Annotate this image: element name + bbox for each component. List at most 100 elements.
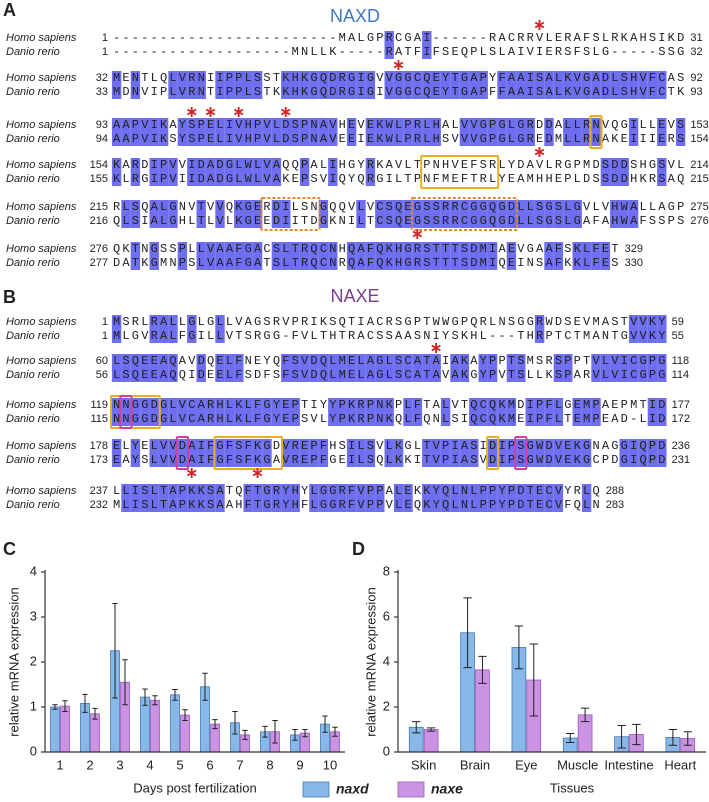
species-label: Danio rerio (6, 499, 60, 511)
identity-highlight (403, 242, 413, 270)
panel-label: D (352, 539, 365, 559)
identity-highlight (205, 439, 216, 467)
identity-highlight (234, 439, 244, 467)
identity-highlight (234, 354, 244, 382)
identity-highlight (422, 200, 432, 228)
identity-highlight (215, 158, 225, 186)
x-tick-label: 1 (56, 757, 63, 772)
identity-highlight (469, 484, 479, 512)
identity-highlight (450, 71, 460, 99)
start-position: 277 (90, 257, 108, 269)
identity-highlight (224, 242, 235, 270)
identity-highlight (431, 484, 441, 512)
identity-highlight (177, 439, 188, 467)
identity-highlight (431, 439, 441, 467)
identity-highlight (149, 354, 159, 382)
identity-highlight (346, 71, 357, 99)
identity-highlight (450, 484, 460, 512)
species-label: Danio rerio (6, 330, 60, 342)
identity-highlight (215, 118, 225, 146)
species-label: Danio rerio (6, 86, 60, 98)
species-label: Homo sapiens (6, 316, 77, 328)
identity-highlight (581, 439, 592, 467)
identity-highlight (262, 439, 272, 467)
identity-highlight (328, 354, 338, 382)
y-tick-label: 3 (30, 608, 37, 623)
identity-highlight (158, 354, 169, 382)
identity-highlight (252, 439, 263, 467)
identity-highlight (525, 398, 535, 426)
end-position: 172 (672, 413, 690, 425)
x-tick-label: 9 (296, 757, 303, 772)
identity-highlight (252, 242, 263, 270)
identity-highlight (657, 398, 667, 426)
identity-highlight (450, 242, 460, 270)
identity-highlight (328, 118, 338, 146)
identity-highlight (196, 158, 206, 186)
identity-highlight (403, 398, 413, 426)
identity-highlight (440, 71, 451, 99)
identity-highlight (121, 398, 131, 426)
alignment-title: NAXE (330, 286, 379, 306)
motif-box (514, 436, 528, 470)
identity-highlight (478, 118, 488, 146)
identity-highlight (309, 71, 319, 99)
identity-highlight (215, 484, 225, 512)
species-label: Homo sapiens (6, 72, 77, 84)
identity-highlight (234, 118, 244, 146)
identity-highlight (534, 315, 545, 343)
y-tick-label: 4 (30, 563, 37, 578)
sequence: RLSQALGNVTVVQKGERDILSNGQQVLVCSQEGSSRRCGG… (113, 200, 686, 214)
identity-highlight (252, 200, 263, 228)
identity-highlight (215, 71, 225, 99)
identity-highlight (525, 484, 535, 512)
identity-highlight (309, 118, 319, 146)
legend-label: naxd (336, 781, 369, 797)
identity-highlight (506, 354, 517, 382)
identity-highlight (365, 398, 376, 426)
identity-highlight (478, 398, 488, 426)
sequence: MSRLRALLGLGLLVAGSRVPRIKSQTIACRSGPTWWGPQR… (113, 315, 668, 329)
identity-highlight (299, 118, 310, 146)
error-bar (232, 711, 238, 735)
x-tick-label: 6 (206, 757, 213, 772)
identity-highlight (224, 354, 235, 382)
x-tick-label: 8 (266, 757, 273, 772)
identity-highlight (638, 439, 648, 467)
identity-highlight (271, 200, 282, 228)
end-position: 177 (672, 399, 690, 411)
identity-highlight (657, 315, 667, 343)
identity-highlight (619, 158, 629, 186)
motif-box (420, 155, 500, 189)
identity-highlight (478, 242, 488, 270)
species-label: Homo sapiens (6, 355, 77, 367)
identity-highlight (281, 242, 291, 270)
identity-highlight (487, 200, 498, 228)
legend-label: naxe (431, 781, 463, 797)
end-position: 153 (690, 119, 708, 131)
identity-highlight (243, 158, 253, 186)
identity-highlight (422, 484, 432, 512)
start-position: 154 (90, 159, 108, 171)
identity-highlight (121, 484, 131, 512)
error-bar (478, 655, 487, 684)
motif-box (175, 436, 190, 470)
bar (60, 705, 70, 753)
identity-highlight (328, 158, 338, 186)
identity-highlight (130, 71, 141, 99)
identity-highlight (544, 439, 554, 467)
sequence: NNGGDGLVCARHLKLFGYEPTIYYPKRPNKPLFTALVTQC… (113, 398, 668, 412)
identity-highlight (628, 118, 639, 146)
identity-highlight (497, 200, 507, 228)
identity-highlight (431, 71, 441, 99)
identity-highlight (365, 242, 376, 270)
identity-highlight (356, 71, 366, 99)
end-position: 93 (690, 86, 702, 98)
identity-highlight (487, 354, 498, 382)
identity-highlight (412, 118, 423, 146)
species-label: Homo sapiens (6, 201, 77, 213)
identity-highlight (563, 200, 573, 228)
error-bar (262, 725, 268, 738)
identity-highlight (309, 242, 319, 270)
start-position: 60 (96, 355, 108, 367)
